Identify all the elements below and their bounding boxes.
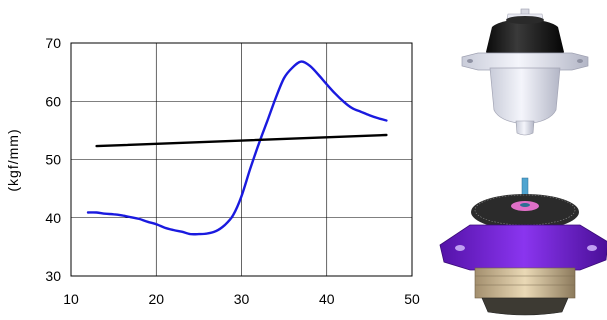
- y-tick-label: 50: [45, 152, 61, 168]
- x-tick-label: 50: [404, 291, 420, 307]
- y-axis-label: (kgf/mm): [5, 128, 21, 191]
- series-line-1: [86, 60, 388, 236]
- x-tick-label: 20: [148, 291, 164, 307]
- y-tick-label: 60: [45, 93, 61, 109]
- chart-grid: [70, 42, 413, 277]
- x-tick-label: 30: [234, 291, 250, 307]
- y-tick-label: 30: [45, 268, 61, 284]
- x-tick-label: 40: [319, 291, 335, 307]
- x-tick-labels: 10 20 30 40 50: [63, 291, 420, 307]
- series-line-2: [95, 133, 388, 148]
- y-tick-label: 70: [45, 35, 61, 51]
- white-mount-with-black-rubber-image: [461, 8, 589, 136]
- chart: 10 20 30 40 50 30 40 50 60 70 (kgf/mm): [5, 35, 420, 307]
- series-layer: [86, 60, 388, 236]
- y-tick-label: 40: [45, 210, 61, 226]
- y-tick-labels: 30 40 50 60 70: [45, 35, 61, 284]
- plot-area-frame: [70, 42, 413, 277]
- x-tick-label: 10: [63, 291, 79, 307]
- purple-mount-assembly-image: [439, 177, 607, 316]
